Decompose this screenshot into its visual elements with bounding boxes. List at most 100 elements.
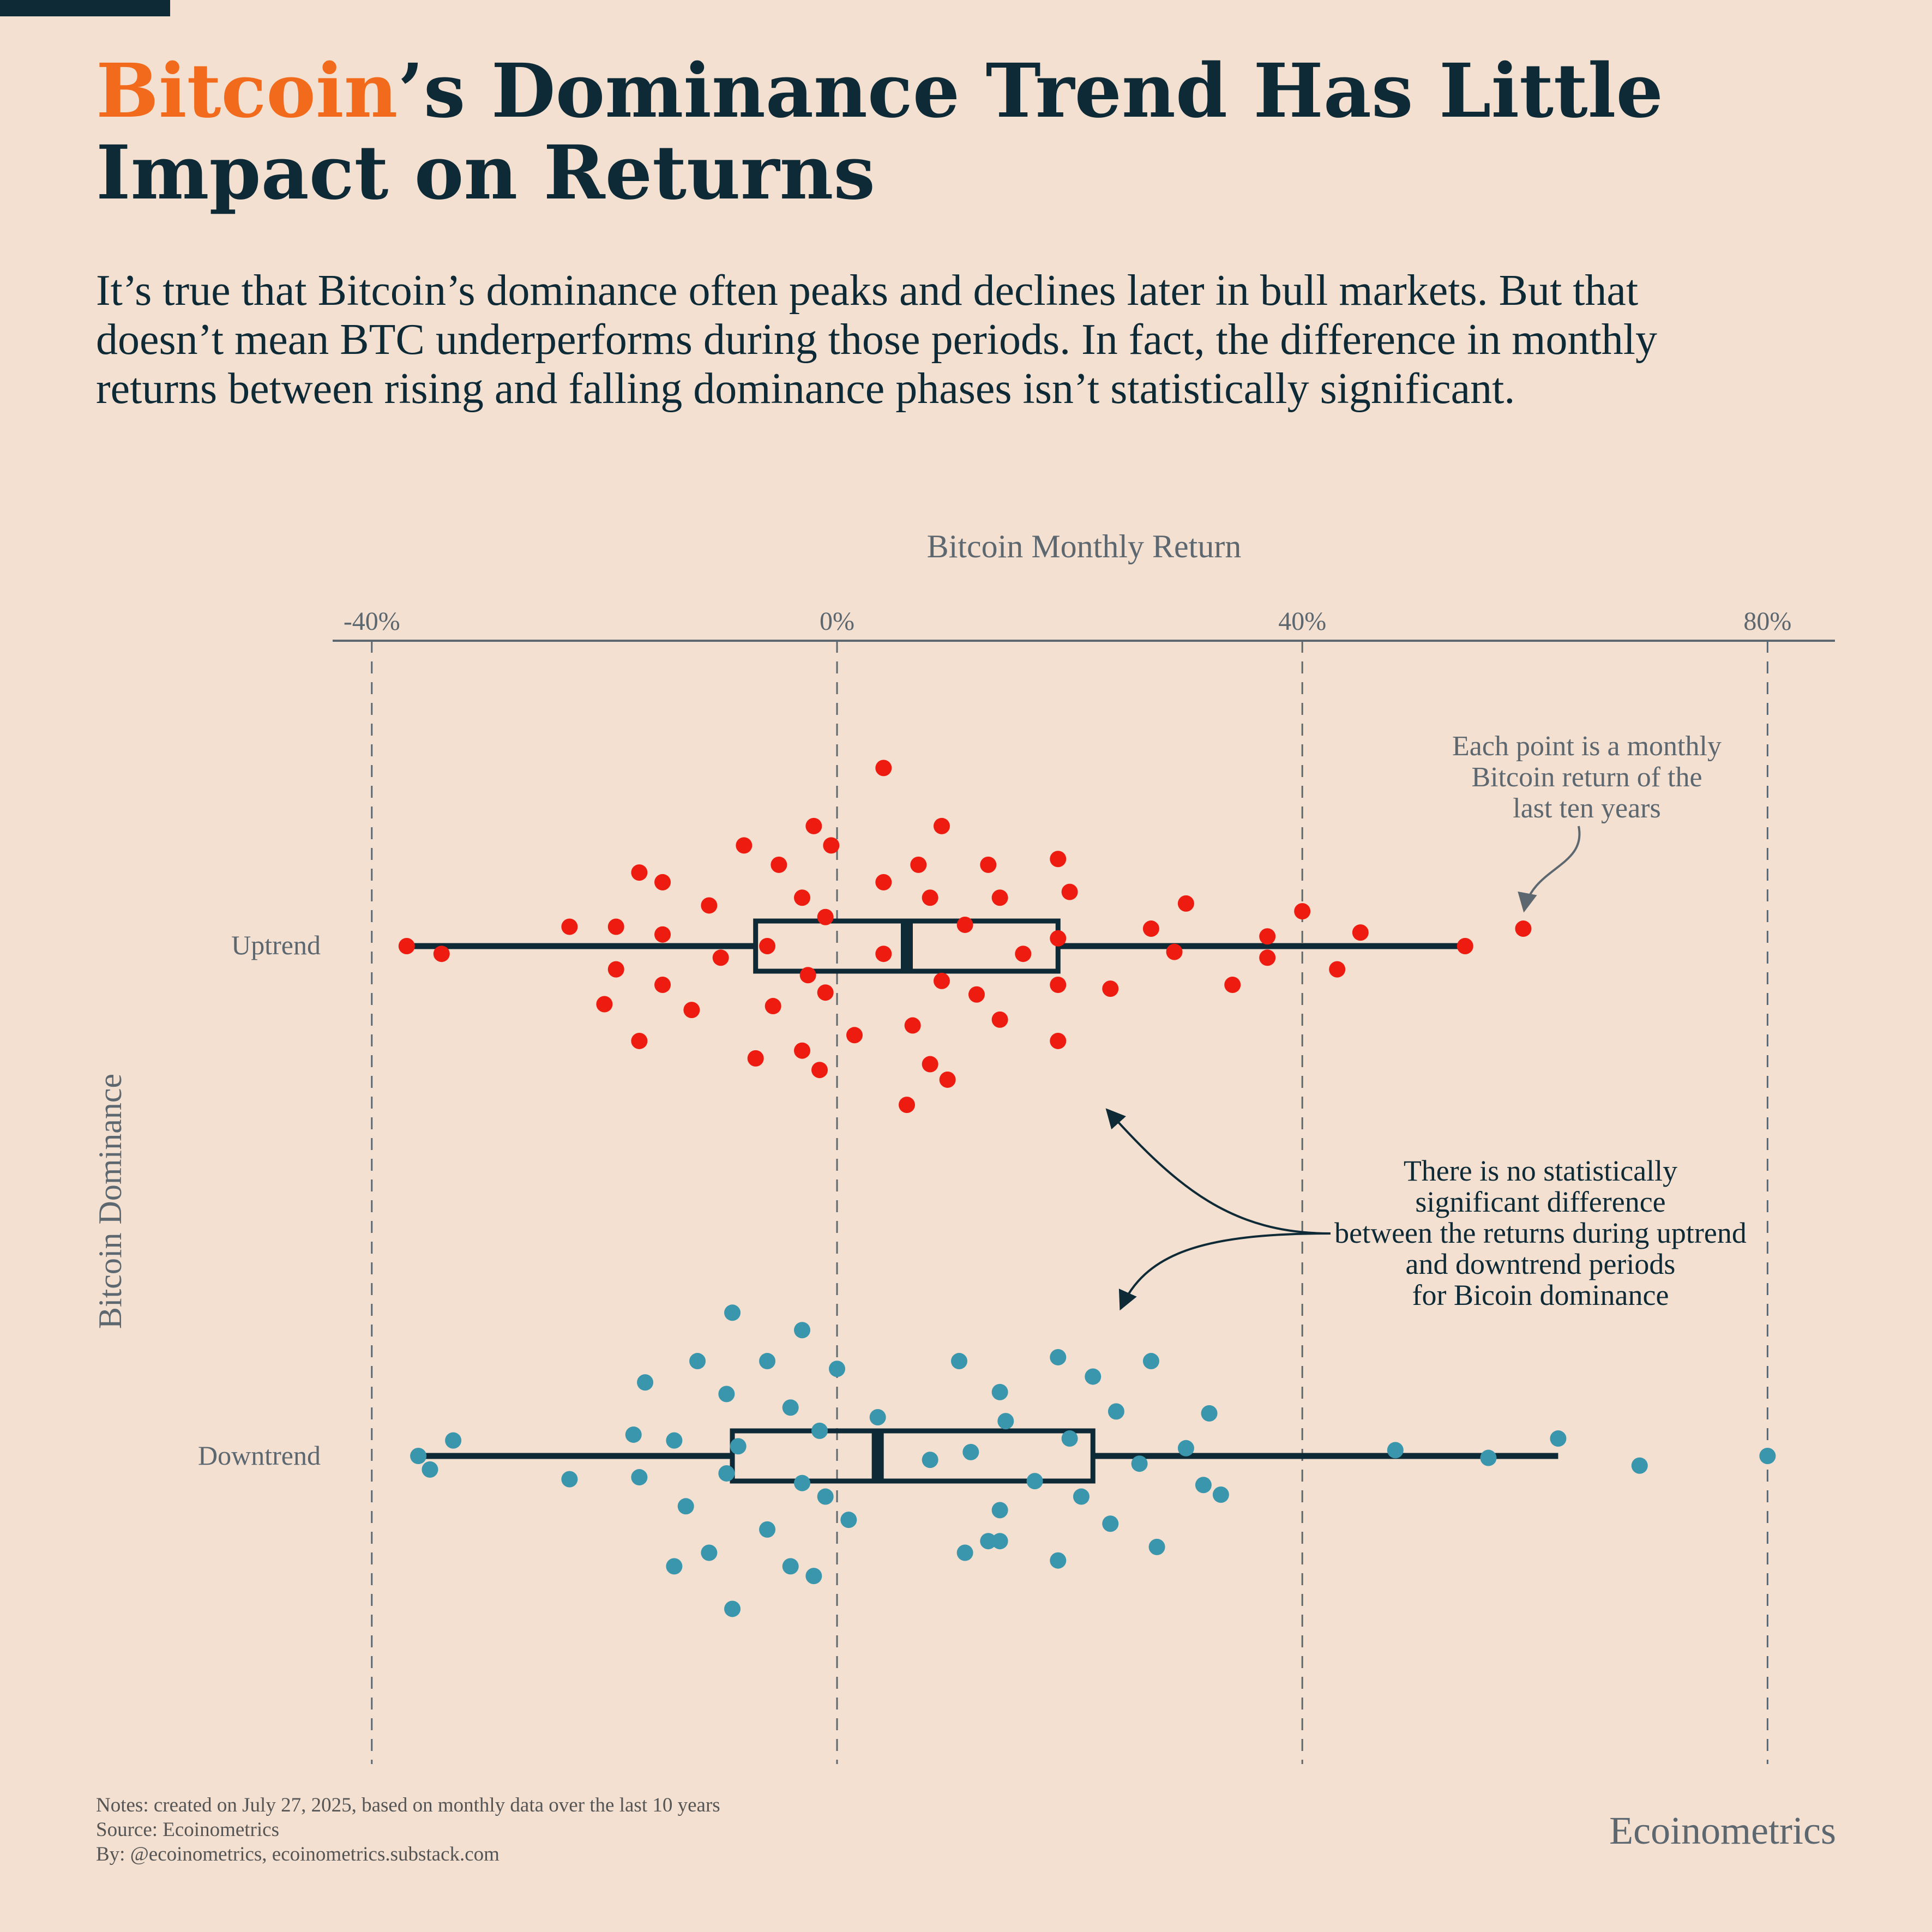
data-point-downtrend bbox=[1108, 1403, 1124, 1420]
data-point-downtrend bbox=[1073, 1488, 1090, 1505]
data-point-uptrend bbox=[1456, 938, 1473, 954]
data-point-downtrend bbox=[1050, 1552, 1067, 1569]
box-plots bbox=[406, 918, 1558, 1484]
data-point-uptrend bbox=[1061, 883, 1078, 900]
data-point-downtrend bbox=[811, 1422, 828, 1439]
data-point-uptrend bbox=[922, 1056, 938, 1073]
data-point-uptrend bbox=[1329, 961, 1346, 978]
data-point-downtrend bbox=[1759, 1448, 1776, 1464]
data-point-downtrend bbox=[1195, 1477, 1212, 1494]
data-point-uptrend bbox=[956, 916, 973, 933]
annotation-arrow-down bbox=[1118, 1232, 1331, 1311]
data-points bbox=[398, 760, 1776, 1617]
data-point-uptrend bbox=[1015, 946, 1032, 962]
data-point-uptrend bbox=[794, 1042, 811, 1059]
data-point-downtrend bbox=[637, 1374, 654, 1391]
title-highlight: Bitcoin bbox=[96, 47, 398, 135]
data-point-downtrend bbox=[625, 1426, 642, 1443]
data-point-downtrend bbox=[445, 1432, 462, 1449]
data-point-uptrend bbox=[811, 1062, 828, 1079]
annotation-arrow-up bbox=[1105, 1108, 1331, 1235]
data-point-uptrend bbox=[1050, 851, 1067, 868]
data-point-uptrend bbox=[631, 1032, 648, 1049]
data-point-uptrend bbox=[1259, 949, 1276, 966]
data-point-downtrend bbox=[561, 1471, 578, 1488]
data-point-uptrend bbox=[1050, 930, 1067, 947]
data-point-uptrend bbox=[1142, 920, 1159, 937]
data-point-uptrend bbox=[1352, 924, 1369, 941]
annotation-monthly-point-arrow bbox=[1518, 826, 1581, 913]
data-point-uptrend bbox=[1050, 1032, 1067, 1049]
data-point-downtrend bbox=[677, 1498, 694, 1515]
data-point-downtrend bbox=[956, 1544, 973, 1561]
data-point-uptrend bbox=[875, 874, 892, 890]
data-point-downtrend bbox=[869, 1409, 886, 1425]
data-point-uptrend bbox=[1515, 920, 1532, 937]
annotation-monthly-point: Each point is a monthly Bitcoin return of… bbox=[1452, 731, 1722, 824]
data-point-uptrend bbox=[683, 1002, 700, 1019]
data-point-uptrend bbox=[631, 864, 648, 881]
data-point-downtrend bbox=[1550, 1430, 1567, 1447]
data-point-downtrend bbox=[718, 1465, 735, 1482]
data-point-uptrend bbox=[398, 938, 415, 954]
data-point-uptrend bbox=[1050, 977, 1067, 993]
grid-lines bbox=[371, 641, 1768, 1764]
data-point-downtrend bbox=[1085, 1368, 1102, 1385]
data-point-uptrend bbox=[904, 1017, 921, 1034]
data-point-downtrend bbox=[794, 1322, 811, 1339]
data-point-uptrend bbox=[607, 961, 624, 978]
data-point-downtrend bbox=[701, 1544, 718, 1561]
chart-title: Bitcoin’s Dominance Trend Has Little Imp… bbox=[96, 50, 1868, 214]
data-point-downtrend bbox=[997, 1413, 1014, 1430]
category-label-downtrend: Downtrend bbox=[198, 1440, 321, 1471]
data-point-uptrend bbox=[1294, 903, 1311, 920]
data-point-uptrend bbox=[817, 908, 834, 925]
data-point-uptrend bbox=[922, 889, 938, 906]
box-plot-downtrend bbox=[418, 1428, 1558, 1484]
category-label-uptrend: Uptrend bbox=[231, 930, 321, 960]
data-point-uptrend bbox=[875, 946, 892, 962]
iqr-box bbox=[730, 1428, 1096, 1484]
data-point-downtrend bbox=[922, 1452, 938, 1468]
data-point-downtrend bbox=[991, 1383, 1008, 1400]
brand-logo-text: Ecoinometrics bbox=[1609, 1809, 1836, 1852]
data-point-uptrend bbox=[980, 856, 997, 873]
data-point-uptrend bbox=[933, 972, 950, 989]
data-point-uptrend bbox=[654, 874, 671, 890]
data-point-downtrend bbox=[1480, 1449, 1497, 1466]
data-point-downtrend bbox=[840, 1512, 857, 1528]
x-tick-label: -40% bbox=[344, 607, 400, 636]
source-line: Source: Ecoinometrics bbox=[96, 1819, 279, 1841]
data-point-uptrend bbox=[968, 986, 985, 1003]
data-point-uptrend bbox=[736, 837, 753, 854]
data-point-downtrend bbox=[759, 1521, 776, 1538]
data-point-downtrend bbox=[962, 1443, 979, 1460]
data-point-uptrend bbox=[1177, 895, 1194, 912]
title-rest: ’s Dominance Trend Has Little Impact on … bbox=[96, 47, 1663, 216]
data-point-uptrend bbox=[799, 967, 816, 984]
x-tick-label: 0% bbox=[820, 607, 854, 636]
byline: By: @ecoinometrics, ecoinometrics.substa… bbox=[96, 1843, 499, 1865]
data-point-uptrend bbox=[654, 977, 671, 993]
accent-bar bbox=[0, 0, 170, 16]
data-point-uptrend bbox=[910, 856, 927, 873]
data-point-downtrend bbox=[689, 1353, 706, 1370]
data-point-downtrend bbox=[666, 1432, 683, 1449]
data-point-downtrend bbox=[805, 1568, 822, 1585]
data-point-downtrend bbox=[1061, 1430, 1078, 1447]
data-point-uptrend bbox=[759, 938, 776, 954]
data-point-downtrend bbox=[817, 1488, 834, 1505]
data-point-downtrend bbox=[1177, 1440, 1194, 1456]
data-point-uptrend bbox=[875, 760, 892, 777]
data-point-downtrend bbox=[718, 1386, 735, 1403]
data-point-uptrend bbox=[771, 856, 787, 873]
footer-notes: Notes: created on July 27, 2025, based o… bbox=[96, 1793, 720, 1867]
data-point-downtrend bbox=[1201, 1405, 1218, 1422]
data-point-uptrend bbox=[1259, 928, 1276, 945]
data-point-downtrend bbox=[1148, 1538, 1165, 1555]
data-point-downtrend bbox=[980, 1533, 997, 1550]
data-point-downtrend bbox=[782, 1399, 799, 1416]
data-point-uptrend bbox=[898, 1097, 915, 1114]
data-point-downtrend bbox=[1102, 1515, 1119, 1532]
